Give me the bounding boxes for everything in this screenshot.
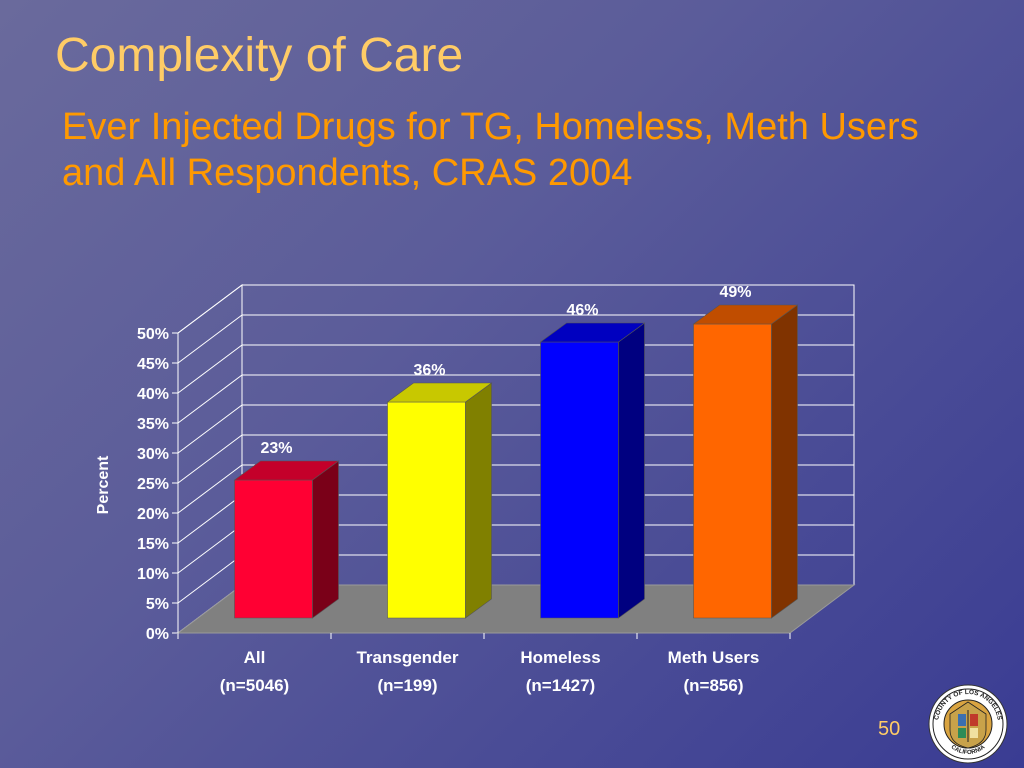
data-label: 36% — [413, 362, 445, 379]
gridline-side — [177, 464, 243, 514]
x-category-label: Meth Users — [668, 648, 760, 667]
x-category-label: Homeless — [520, 648, 600, 667]
x-category-label: All — [244, 648, 266, 667]
data-label: 23% — [260, 440, 292, 457]
page-number: 50 — [878, 718, 901, 740]
gridline-side — [177, 404, 243, 454]
data-label: 46% — [566, 302, 598, 319]
gridline-side — [177, 494, 243, 544]
bar-front — [387, 401, 466, 619]
gridline-side — [177, 284, 243, 334]
y-tick-label: 35% — [137, 416, 169, 433]
x-category-count: (n=199) — [378, 676, 438, 695]
gridline-side — [177, 434, 243, 484]
y-tick-label: 20% — [137, 506, 169, 523]
bar-side — [618, 322, 645, 619]
bar-front — [693, 323, 772, 619]
bar-front — [234, 479, 313, 619]
y-tick-label: 50% — [137, 326, 169, 343]
bar-side — [312, 460, 339, 619]
y-tick-label: 15% — [137, 536, 169, 553]
data-label: 49% — [719, 284, 751, 301]
slide-title: Complexity of Care — [55, 29, 464, 82]
gridline-side — [177, 374, 243, 424]
bar-side — [465, 382, 492, 619]
x-category-count: (n=856) — [684, 676, 744, 695]
bar-top — [692, 304, 799, 325]
county-seal-logo: COUNTY OF LOS ANGELES CALIFORNIA — [928, 684, 1008, 764]
x-category-label: Transgender — [356, 648, 458, 667]
slide-subtitle: Ever Injected Drugs for TG, Homeless, Me… — [62, 106, 919, 194]
gridline-side — [177, 554, 243, 604]
chart-bars — [233, 304, 799, 619]
y-tick-label: 40% — [137, 386, 169, 403]
bar-top — [386, 382, 493, 403]
x-category-count: (n=5046) — [220, 676, 289, 695]
bar-top — [539, 322, 646, 343]
gridline-side — [177, 344, 243, 394]
y-tick-label: 5% — [146, 596, 169, 613]
y-tick-label: 25% — [137, 476, 169, 493]
y-tick-label: 0% — [146, 626, 169, 643]
chart-floor — [176, 584, 856, 634]
y-axis-title: Percent — [95, 455, 112, 514]
y-tick-label: 30% — [137, 446, 169, 463]
gridline-side — [177, 314, 243, 364]
chart-labels: 0% 5% 10% 15% 20% 25% 30% 35% 40% 45% 50% 23% All (n=… — [95, 284, 759, 695]
gridline-side — [177, 524, 243, 574]
y-tick-label: 45% — [137, 356, 169, 373]
bar-side — [771, 304, 798, 619]
y-tick-label: 10% — [137, 566, 169, 583]
x-category-count: (n=1427) — [526, 676, 595, 695]
bar-homeless — [539, 322, 646, 619]
bar-top — [233, 460, 340, 481]
bar-all — [233, 460, 340, 619]
bar-meth-users — [692, 304, 799, 619]
bar-transgender — [386, 382, 493, 619]
bar-front — [540, 341, 619, 619]
